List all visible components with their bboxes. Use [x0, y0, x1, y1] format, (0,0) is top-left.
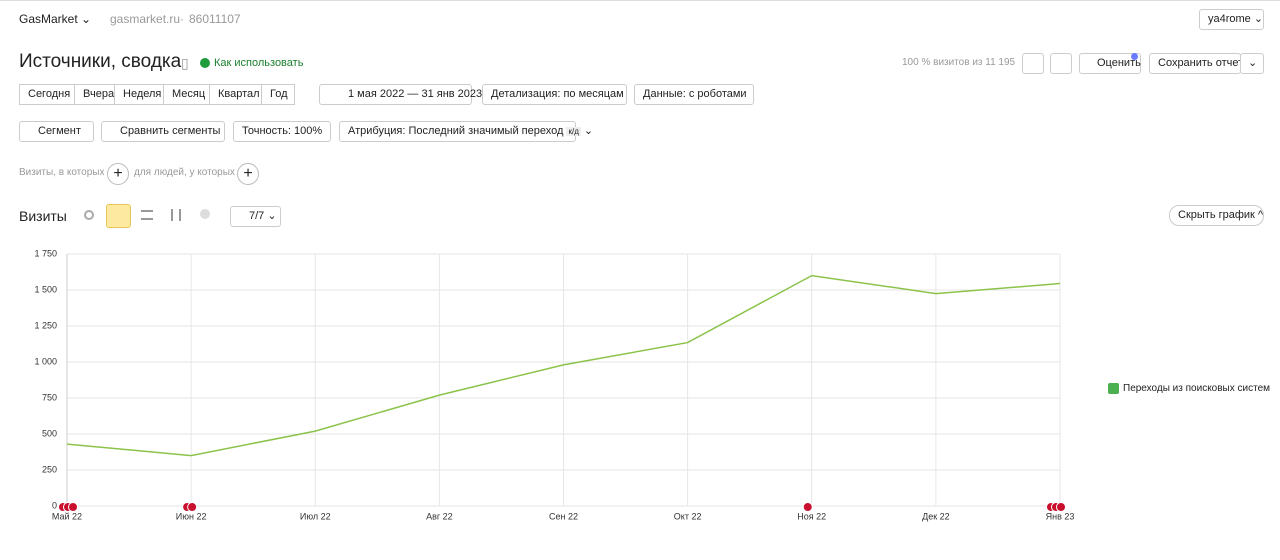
page-title: Источники, сводка [19, 51, 182, 72]
annotation-marker [187, 502, 198, 512]
chart: 0 250 500 750 1 000 1 250 1 500 1 750 Май 22 Июн … [34, 248, 1075, 521]
rate-button[interactable]: Оценить [1079, 53, 1141, 74]
save-menu[interactable]: ⌄ [1240, 53, 1264, 74]
annotation-marker [68, 502, 78, 512]
rate-dot [1131, 53, 1138, 60]
filter-visits: Визиты, в которых [19, 167, 105, 178]
user-menu[interactable]: ya4rome ⌄ [1199, 9, 1264, 30]
series-line [66, 274, 1061, 457]
bar-view[interactable] [171, 209, 181, 221]
help-link[interactable]: Как использовать [214, 57, 304, 69]
y-tick-label: 750 [42, 392, 57, 402]
annotation-marker [1056, 502, 1066, 512]
site-domain: gasmarket.ru [110, 12, 181, 26]
y-tick-label: 500 [42, 428, 57, 438]
visits-info: 100 % визитов из 11 195 [902, 57, 1016, 68]
pie-view[interactable] [84, 210, 94, 220]
y-tick-label: 250 [42, 464, 57, 474]
date-range[interactable]: 1 мая 2022 — 31 янв 2023 [319, 84, 482, 105]
x-tick-label: Авг 22 [426, 511, 453, 521]
y-tick-label: 1 250 [34, 320, 57, 330]
x-tick-label: Май 22 [52, 511, 82, 521]
top-bar [0, 0, 1280, 38]
attribution-select[interactable]: Атрибуция: Последний значимый переход к/… [339, 121, 593, 142]
hide-chart-text: Скрыть график [1178, 209, 1255, 221]
user-name: ya4rome [1208, 13, 1251, 25]
history-button[interactable] [1022, 53, 1044, 74]
legend-label: Переходы из поисковых систем [1123, 383, 1271, 394]
map-view [200, 209, 210, 219]
period-button[interactable]: Сегодня [19, 84, 75, 105]
period-button[interactable]: Квартал [209, 84, 262, 105]
add-filter[interactable]: + [237, 163, 259, 185]
info-icon [200, 58, 210, 68]
period-button[interactable]: Неделя [114, 84, 164, 105]
attribution-badge: к/д [566, 127, 581, 136]
export-button[interactable] [1050, 53, 1072, 74]
y-tick-label: 1 000 [34, 356, 57, 366]
period-button[interactable]: Месяц [163, 84, 210, 105]
x-tick-label: Июн 22 [176, 511, 207, 521]
period-button[interactable]: Год [261, 84, 295, 105]
y-tick-label: 0 [52, 500, 57, 510]
annotations-button[interactable]: 7/7 ⌄ [230, 206, 281, 227]
area-view[interactable] [141, 210, 153, 220]
line-view[interactable] [106, 204, 131, 228]
add-filter[interactable]: + [107, 163, 129, 185]
metric-title: Визиты [19, 208, 67, 224]
x-tick-label: Янв 23 [1046, 511, 1075, 521]
x-tick-label: Сен 22 [549, 511, 578, 521]
y-tick-label: 1 500 [34, 284, 57, 294]
annotations-count: 7/7 [249, 210, 265, 222]
save-button[interactable]: Сохранить отчет [1149, 53, 1243, 74]
legend-checkbox[interactable] [1108, 383, 1119, 394]
accuracy-select[interactable]: Точность: 100% [233, 121, 331, 142]
hide-chart-button[interactable]: Скрыть график ^ [1169, 205, 1264, 226]
x-tick-label: Июл 22 [300, 511, 331, 521]
annotation-marker [802, 502, 813, 512]
bookmark-icon[interactable]: ▯ [181, 55, 189, 71]
period-button[interactable]: Вчера [74, 84, 115, 105]
y-tick-label: 1 750 [34, 248, 57, 258]
site-switch[interactable]: GasMarket ⌄ [19, 12, 92, 26]
x-tick-label: Ноя 22 [797, 511, 826, 521]
data-select[interactable]: Данные: с роботами [634, 84, 754, 105]
counter-id: 86011107 [189, 12, 241, 26]
detail-select[interactable]: Детализация: по месяцам [482, 84, 627, 105]
filter-people: для людей, у которых [134, 167, 235, 178]
compare-button[interactable]: Сравнить сегменты [101, 121, 225, 142]
site-name: GasMarket [19, 12, 78, 26]
x-tick-label: Дек 22 [922, 511, 950, 521]
sep: · [180, 12, 184, 26]
segment-button[interactable]: Сегмент [19, 121, 94, 142]
x-tick-label: Окт 22 [674, 511, 702, 521]
attribution-text: Атрибуция: Последний значимый переход [348, 125, 564, 137]
